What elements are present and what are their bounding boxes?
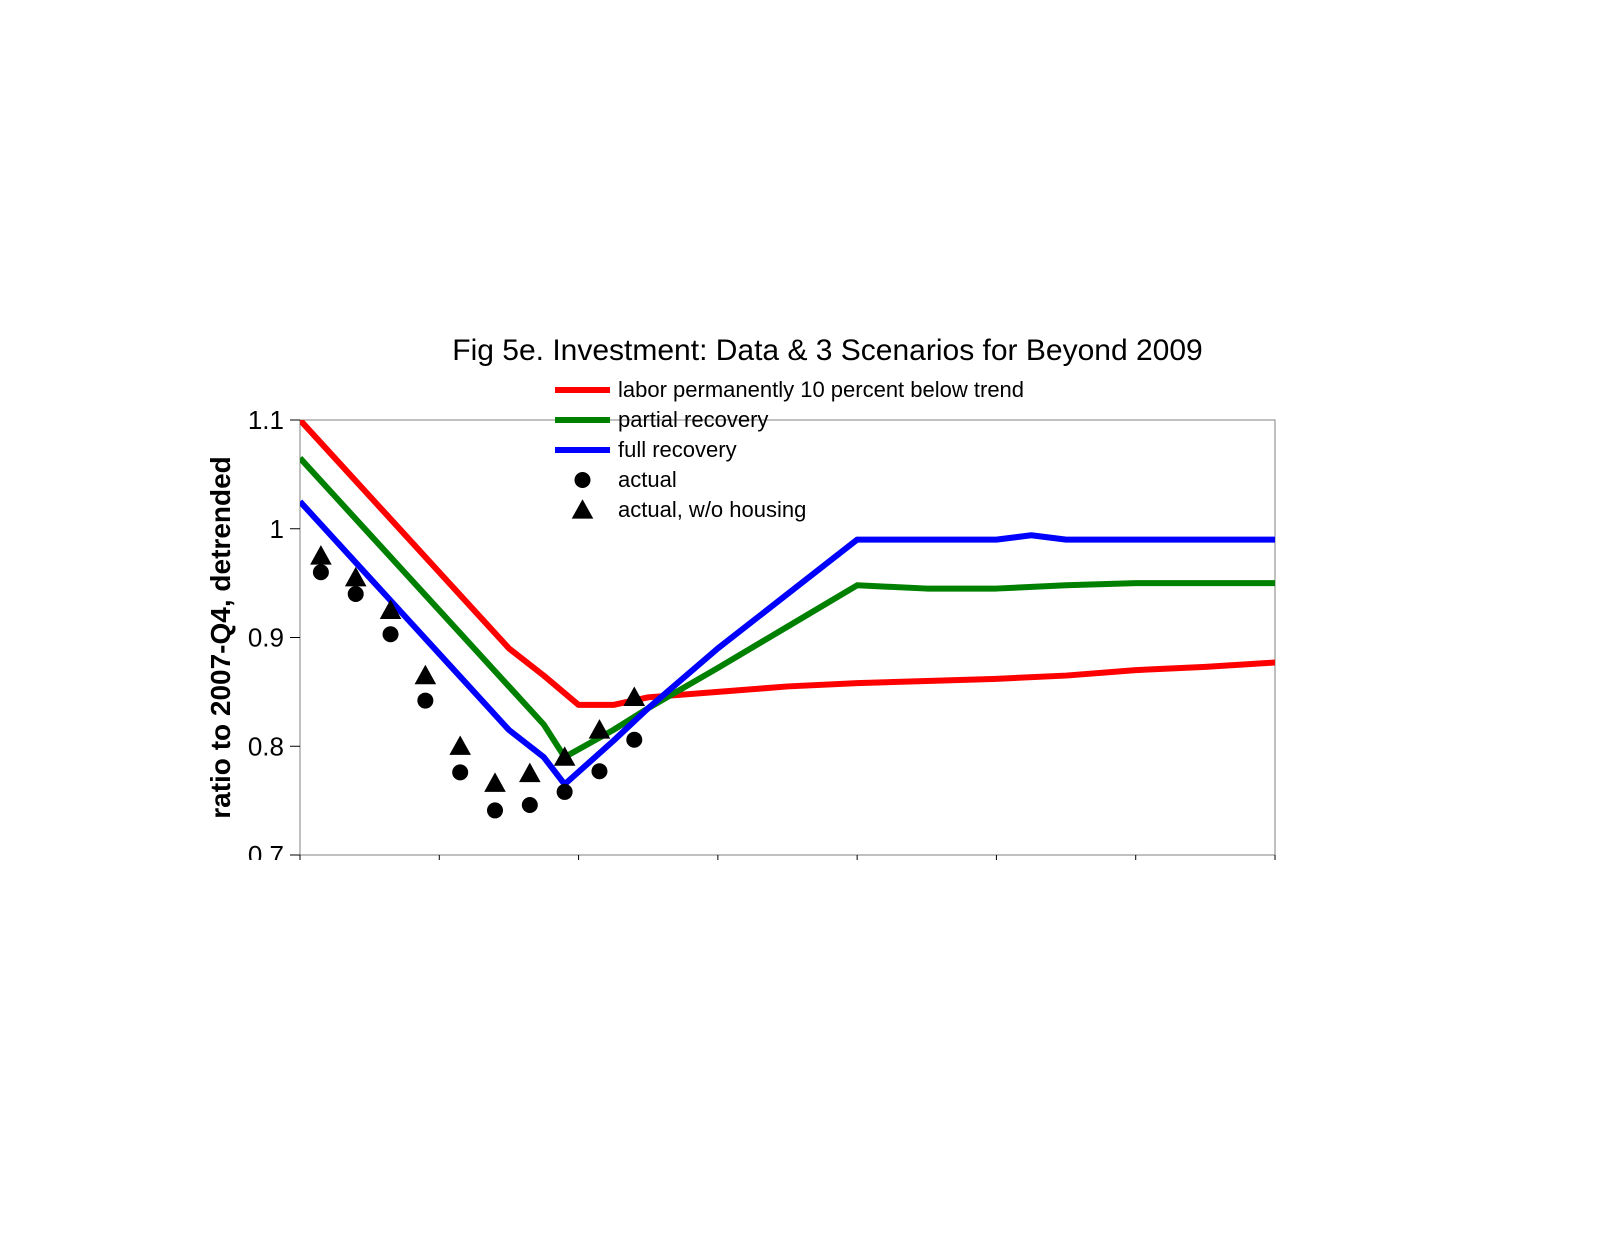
point-actual: [313, 564, 329, 580]
plot-area: [300, 420, 1275, 855]
legend-label-actual_wo_housing: actual, w/o housing: [618, 497, 806, 522]
point-actual: [591, 763, 607, 779]
y-tick-label: 0.9: [248, 623, 284, 653]
investment-chart: Fig 5e. Investment: Data & 3 Scenarios f…: [100, 160, 1500, 860]
legend-label-partial: partial recovery: [618, 407, 768, 432]
point-actual: [452, 764, 468, 780]
point-actual: [557, 784, 573, 800]
point-actual: [348, 586, 364, 602]
y-tick-label: 0.7: [248, 840, 284, 860]
legend-label-actual: actual: [618, 467, 677, 492]
point-actual: [487, 802, 503, 818]
point-actual: [417, 693, 433, 709]
point-actual: [383, 626, 399, 642]
point-actual: [522, 797, 538, 813]
chart-title: Fig 5e. Investment: Data & 3 Scenarios f…: [452, 334, 1202, 367]
y-tick-label: 0.8: [248, 731, 284, 761]
legend-swatch-actual: [575, 472, 591, 488]
chart-container: Fig 5e. Investment: Data & 3 Scenarios f…: [100, 160, 1300, 860]
y-tick-label: 1: [270, 514, 284, 544]
y-tick-label: 1.1: [248, 405, 284, 435]
legend-label-full: full recovery: [618, 437, 737, 462]
y-axis-label: ratio to 2007-Q4, detrended: [205, 456, 236, 819]
point-actual: [626, 732, 642, 748]
legend-label-labor_perm: labor permanently 10 percent below trend: [618, 377, 1024, 402]
